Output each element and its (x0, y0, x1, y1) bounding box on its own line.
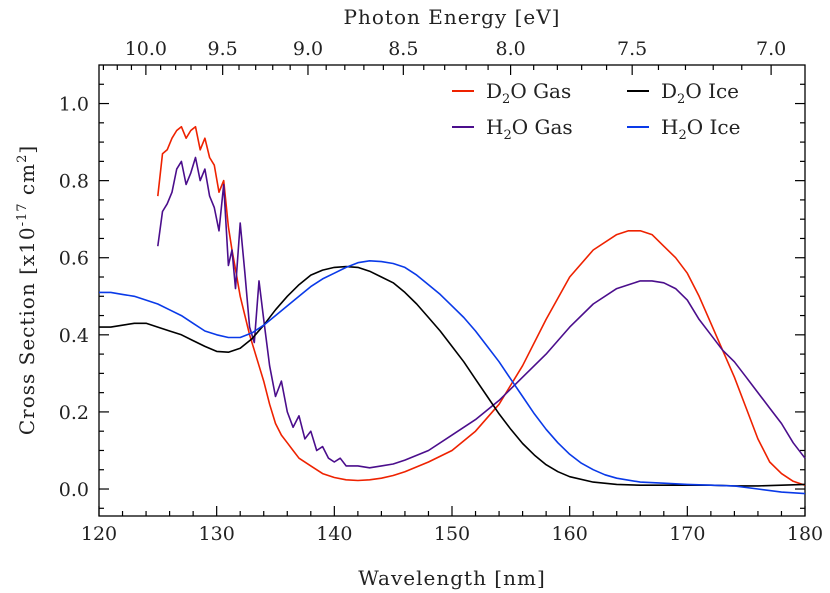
tick-labels: 120 130 140 150 160 170 180 0.0 0.2 0.4 0.6 0.8 1.0 1… (59, 38, 823, 545)
y-axis-title-exp: -17 (15, 202, 30, 226)
top-axis-title: Photon Energy [eV] (344, 5, 561, 29)
legend: D2O Gas H2O Gas D2O Ice H2O Ice (452, 79, 740, 143)
x-tick-label: 160 (552, 523, 588, 545)
series-line-2 (99, 265, 806, 487)
series-group (99, 125, 806, 495)
legend-label: D2O Ice (661, 79, 739, 107)
series-line-3 (99, 260, 806, 495)
top-tick-label: 8.5 (388, 38, 418, 60)
y-tick-label: 0.4 (59, 325, 89, 347)
y-tick-label: 0.6 (59, 248, 89, 270)
top-tick-label: 9.0 (293, 38, 323, 60)
top-tick-label: 7.5 (617, 38, 647, 60)
y-tick-label: 0.0 (59, 479, 89, 501)
y-tick-label: 1.0 (59, 94, 89, 116)
series-line-1 (157, 156, 806, 469)
top-tick-label: 9.5 (208, 38, 238, 60)
y-tick-label: 0.2 (59, 402, 89, 424)
series-line-0 (157, 125, 806, 486)
top-tick-label: 8.0 (495, 38, 525, 60)
y-axis-title-unit-exp: 2 (15, 154, 30, 163)
y-tick-label: 0.8 (59, 171, 89, 193)
top-tick-label: 10.0 (125, 38, 167, 60)
x-axis-title: Wavelength [nm] (358, 566, 546, 590)
x-tick-label: 150 (434, 523, 470, 545)
legend-label: H2O Gas (486, 115, 573, 143)
top-tick-label: 7.0 (756, 38, 786, 60)
x-tick-label: 140 (316, 523, 352, 545)
legend-label: D2O Gas (486, 79, 571, 107)
x-tick-label: 130 (199, 523, 235, 545)
axis-ticks (98, 65, 806, 516)
x-tick-label: 120 (81, 523, 117, 545)
x-tick-label: 170 (669, 523, 705, 545)
y-axis-title: Cross Section [x10-17 cm2] (15, 145, 39, 435)
legend-label: H2O Ice (661, 115, 740, 143)
x-tick-label: 180 (787, 523, 823, 545)
